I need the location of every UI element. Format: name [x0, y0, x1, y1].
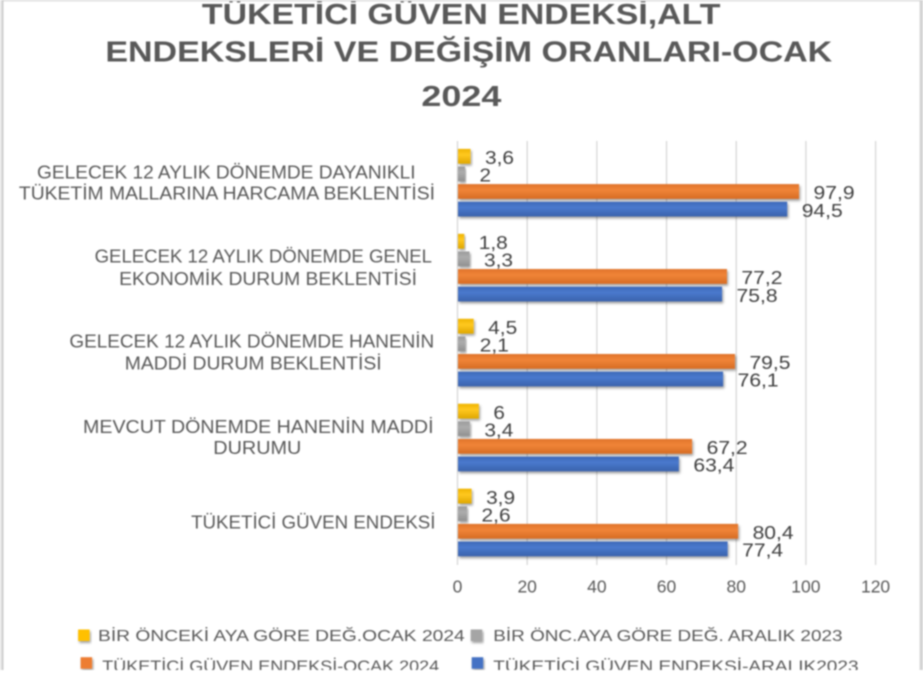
svg-text:GELECEK 12 AYLIK DÖNEMDE HANEN: GELECEK 12 AYLIK DÖNEMDE HANENİN — [69, 332, 434, 352]
svg-text:20: 20 — [517, 577, 537, 597]
svg-text:97,9: 97,9 — [814, 182, 855, 203]
svg-text:0: 0 — [453, 577, 463, 597]
svg-text:2,1: 2,1 — [480, 335, 509, 356]
svg-text:2024: 2024 — [421, 81, 501, 113]
svg-text:77,4: 77,4 — [742, 540, 783, 561]
svg-text:TÜKETİCİ GÜVEN ENDEKSİ-ARALIK2: TÜKETİCİ GÜVEN ENDEKSİ-ARALIK2023 — [493, 657, 858, 670]
svg-text:TÜKETİCİ GÜVEN ENDEKSİ,ALT: TÜKETİCİ GÜVEN ENDEKSİ,ALT — [202, 0, 721, 31]
svg-text:80,4: 80,4 — [753, 522, 794, 543]
svg-text:TÜKETİCİ GÜVEN ENDEKSİ: TÜKETİCİ GÜVEN ENDEKSİ — [191, 513, 435, 533]
svg-text:67,2: 67,2 — [707, 437, 748, 458]
svg-text:75,8: 75,8 — [737, 285, 778, 306]
svg-text:63,4: 63,4 — [693, 455, 734, 476]
svg-text:4,5: 4,5 — [488, 317, 517, 338]
svg-text:DURUMU: DURUMU — [213, 438, 301, 458]
svg-text:60: 60 — [657, 577, 677, 597]
svg-text:BİR ÖNCEKİ AYA GÖRE DEĞ.OCAK 2: BİR ÖNCEKİ AYA GÖRE DEĞ.OCAK 2024 — [98, 626, 465, 645]
svg-text:3,4: 3,4 — [484, 419, 513, 440]
svg-text:3,3: 3,3 — [484, 250, 513, 271]
svg-text:MEVCUT DÖNEMDE HANENİN MADDİ: MEVCUT DÖNEMDE HANENİN MADDİ — [83, 417, 434, 437]
svg-text:ENDEKSLERİ VE DEĞİŞİM ORANLARI: ENDEKSLERİ VE DEĞİŞİM ORANLARI-OCAK — [105, 34, 832, 68]
svg-text:100: 100 — [791, 577, 820, 597]
svg-text:TÜKETİM MALLARINA HARCAMA BEKL: TÜKETİM MALLARINA HARCAMA BEKLENTİSİ — [19, 183, 435, 203]
svg-text:GELECEK 12 AYLIK DÖNEMDE DAYAN: GELECEK 12 AYLIK DÖNEMDE DAYANIKLI — [37, 162, 416, 182]
svg-text:MADDİ DURUM BEKLENTİSİ: MADDİ DURUM BEKLENTİSİ — [125, 353, 382, 373]
svg-text:77,2: 77,2 — [741, 267, 782, 288]
svg-text:TÜKETİCİ GÜVEN ENDEKSİ-OCAK 20: TÜKETİCİ GÜVEN ENDEKSİ-OCAK 2024 — [102, 657, 439, 670]
svg-text:2,6: 2,6 — [482, 504, 511, 525]
svg-text:40: 40 — [587, 577, 607, 597]
svg-text:3,6: 3,6 — [485, 147, 514, 168]
svg-text:3,9: 3,9 — [486, 487, 515, 508]
svg-text:GELECEK 12 AYLIK DÖNEMDE GENEL: GELECEK 12 AYLIK DÖNEMDE GENEL — [95, 247, 432, 267]
svg-text:94,5: 94,5 — [802, 200, 843, 221]
svg-text:76,1: 76,1 — [738, 370, 779, 391]
svg-text:6: 6 — [493, 402, 505, 423]
svg-text:79,5: 79,5 — [749, 352, 790, 373]
svg-text:1,8: 1,8 — [479, 232, 508, 253]
svg-text:2: 2 — [479, 165, 491, 186]
svg-text:80: 80 — [726, 577, 746, 597]
svg-text:120: 120 — [861, 577, 890, 597]
svg-text:BİR ÖNC.AYA GÖRE DEĞ. ARALIK 2: BİR ÖNC.AYA GÖRE DEĞ. ARALIK 2023 — [493, 626, 842, 645]
svg-text:EKONOMİK DURUM BEKLENTİSİ: EKONOMİK DURUM BEKLENTİSİ — [119, 269, 417, 289]
